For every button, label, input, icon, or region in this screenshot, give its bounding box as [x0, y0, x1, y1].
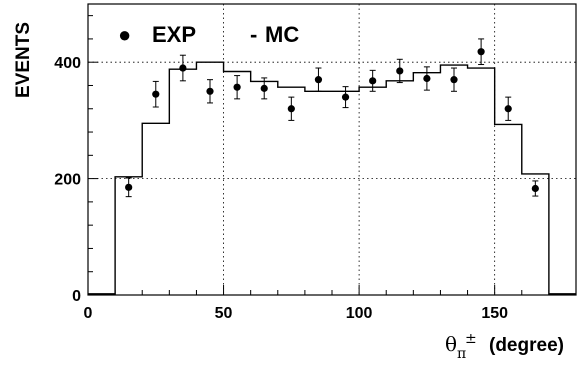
mc-histogram — [88, 61, 576, 295]
x-tick-label: 0 — [84, 305, 93, 322]
x-tick-label: 50 — [215, 305, 233, 322]
y-tick-label: 400 — [54, 55, 81, 72]
exp-point — [314, 76, 323, 84]
legend-marker-exp: ● — [118, 22, 131, 47]
legend-marker-mc: - — [250, 22, 257, 47]
exp-point — [423, 74, 431, 83]
exp-point — [287, 105, 295, 113]
legend-label-exp: EXP — [152, 22, 196, 47]
exp-point — [206, 87, 214, 95]
exp-point — [152, 90, 160, 98]
exp-point — [477, 48, 485, 56]
legend: ● EXP - MC — [118, 22, 299, 47]
exp-point — [125, 183, 133, 191]
tick-labels: 0 50 100 150 0 200 400 — [54, 55, 508, 322]
legend-label-mc: MC — [265, 22, 299, 47]
exp-point — [450, 76, 458, 84]
y-tick-label: 0 — [72, 288, 81, 305]
grid — [88, 4, 576, 295]
x-axis-superscript: ± — [465, 331, 477, 347]
axis-ticks — [87, 15, 577, 296]
x-axis-subscript: π — [457, 346, 466, 362]
x-tick-label: 100 — [346, 305, 373, 322]
mc-histogram-line — [88, 61, 576, 295]
exp-point — [179, 64, 187, 72]
exp-point — [260, 84, 268, 92]
y-axis-title: EVENTS — [13, 22, 34, 98]
y-tick-label: 200 — [54, 172, 81, 189]
exp-point — [531, 184, 539, 193]
plot-frame — [87, 3, 577, 296]
x-tick-label: 150 — [481, 305, 508, 322]
x-axis-title: θ π ± (degree) — [445, 331, 564, 362]
exp-point — [504, 105, 512, 113]
x-axis-unit: (degree) — [489, 335, 564, 356]
x-axis-symbol: θ — [445, 332, 457, 356]
exp-point — [396, 67, 404, 75]
exp-point — [233, 83, 241, 91]
exp-point — [341, 93, 350, 101]
exp-points — [125, 38, 539, 198]
exp-point — [369, 77, 377, 85]
